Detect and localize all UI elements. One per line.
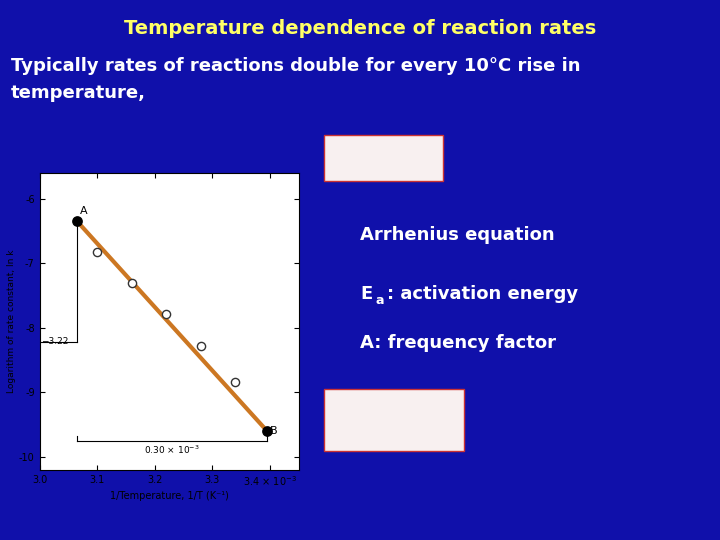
- Point: [91, 247, 103, 256]
- Text: −3.22: −3.22: [41, 338, 68, 347]
- Text: temperature,: temperature,: [11, 84, 145, 102]
- Text: E: E: [360, 285, 372, 303]
- FancyBboxPatch shape: [324, 135, 443, 181]
- FancyBboxPatch shape: [324, 389, 464, 451]
- Text: 0.30 $\times$ 10$^{-3}$: 0.30 $\times$ 10$^{-3}$: [144, 444, 200, 456]
- Text: image format: image format: [354, 415, 434, 425]
- Text: : activation energy: : activation energy: [387, 285, 578, 303]
- Text: Temperature dependence of reaction rates: Temperature dependence of reaction rates: [124, 19, 596, 38]
- X-axis label: 1/Temperature, 1/T (K⁻¹): 1/Temperature, 1/T (K⁻¹): [109, 491, 229, 501]
- Text: B: B: [269, 426, 277, 436]
- Text: a: a: [376, 294, 384, 307]
- Text: is not supported: is not supported: [346, 399, 443, 409]
- Y-axis label: Logarithm of rate constant, ln k: Logarithm of rate constant, ln k: [7, 249, 17, 393]
- Text: Macintosh PICT: Macintosh PICT: [349, 431, 439, 441]
- Point: [195, 341, 207, 350]
- Point: [126, 278, 138, 287]
- Text: image format: image format: [355, 153, 412, 163]
- Text: A: frequency factor: A: frequency factor: [360, 334, 556, 352]
- Point: [261, 427, 273, 435]
- Point: [230, 377, 241, 386]
- Point: [71, 217, 83, 226]
- Text: is not supported: is not supported: [349, 141, 418, 151]
- Point: [161, 309, 172, 318]
- Text: Macintosh PICT: Macintosh PICT: [351, 165, 415, 174]
- Text: A: A: [80, 206, 88, 216]
- Text: Typically rates of reactions double for every 10°C rise in: Typically rates of reactions double for …: [11, 57, 580, 75]
- Text: Arrhenius equation: Arrhenius equation: [360, 226, 554, 244]
